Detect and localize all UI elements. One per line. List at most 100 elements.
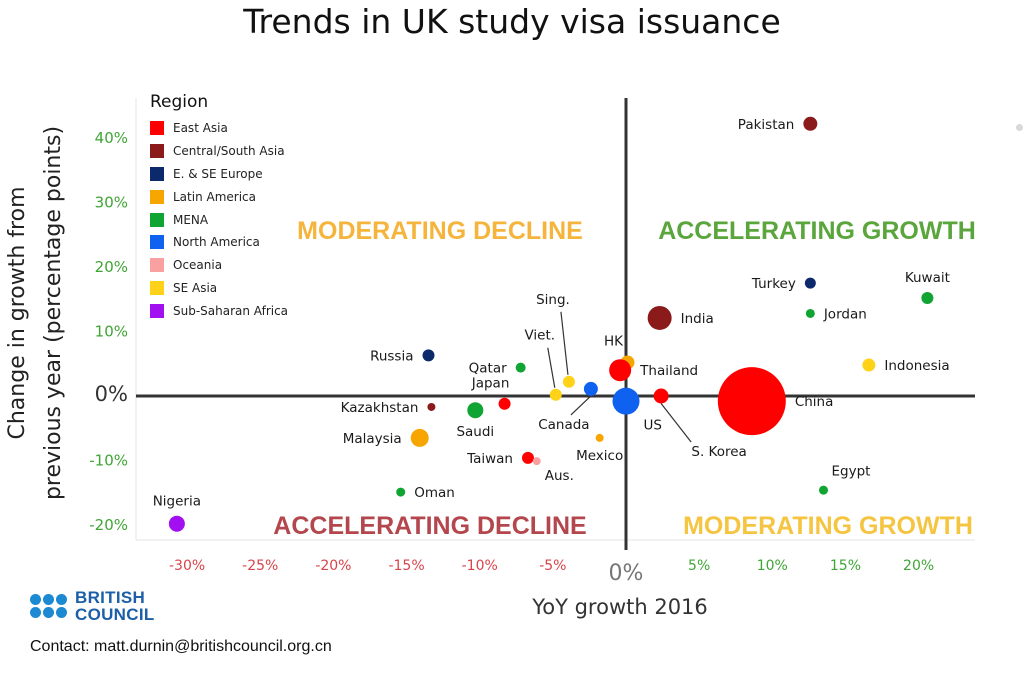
point-qatar xyxy=(515,362,526,373)
y-axis-label-line1: Change in growth from xyxy=(5,186,30,439)
point-kuwait xyxy=(921,291,934,304)
legend-item-e-se-europe: E. & SE Europe xyxy=(150,163,288,186)
point-turkey xyxy=(804,277,816,289)
legend: Region East Asia Central/South Asia E. & S… xyxy=(150,92,288,322)
point-label-oman: Oman xyxy=(414,485,455,501)
quadrant-label: MODERATING GROWTH xyxy=(683,512,973,540)
legend-swatch xyxy=(150,212,164,227)
legend-label: Oceania xyxy=(173,258,223,273)
logo-dots-icon xyxy=(30,594,67,618)
point-malaysia xyxy=(410,428,429,447)
legend-item-latin-america: Latin America xyxy=(150,185,288,208)
y-tick-label: -20% xyxy=(89,516,128,534)
point-label-malaysia: Malaysia xyxy=(343,431,402,447)
x-tick-label: 15% xyxy=(830,558,861,574)
point-label-mexico: Mexico xyxy=(576,448,623,464)
legend-item-east-asia: East Asia xyxy=(150,117,288,140)
quadrant-label: ACCELERATING GROWTH xyxy=(658,217,976,245)
point-label-thailand: Thailand xyxy=(639,363,698,379)
x-tick-label: -15% xyxy=(388,558,424,574)
x-tick-label: 0% xyxy=(609,561,644,586)
point-nigeria xyxy=(168,515,185,532)
x-axis-label: YoY growth 2016 xyxy=(532,595,708,619)
decorative-dot xyxy=(1016,124,1023,131)
legend-swatch xyxy=(150,166,164,181)
point-label-jordan: Jordan xyxy=(823,306,867,322)
point-india xyxy=(647,305,672,330)
legend-item-mena: MENA xyxy=(150,208,288,231)
point-aus xyxy=(532,457,541,466)
x-tick-label: -25% xyxy=(242,558,278,574)
x-tick-label: 5% xyxy=(688,558,710,574)
british-council-logo: BRITISH COUNCIL xyxy=(30,589,155,623)
legend-title: Region xyxy=(150,92,209,112)
y-tick-label: 40% xyxy=(95,129,128,147)
quadrant-label: ACCELERATING DECLINE xyxy=(273,512,586,540)
x-tick-label: 20% xyxy=(903,558,934,574)
y-tick-label: 20% xyxy=(95,258,128,276)
legend-label: Central/South Asia xyxy=(173,144,285,159)
point-mexico xyxy=(595,433,604,442)
point-label-pakistan: Pakistan xyxy=(738,117,795,133)
point-oman xyxy=(396,487,406,497)
legend-item-se-asia: SE Asia xyxy=(150,277,288,300)
legend-label: MENA xyxy=(173,212,209,227)
point-canada xyxy=(583,381,598,396)
point-label-turkey: Turkey xyxy=(751,276,796,292)
legend-swatch xyxy=(150,235,164,250)
legend-swatch xyxy=(150,121,164,136)
x-tick-label: -10% xyxy=(462,558,498,574)
point-label-viet: Viet. xyxy=(524,328,555,344)
legend-swatch xyxy=(150,280,164,295)
point-s-korea xyxy=(653,388,669,404)
point-label-us: US xyxy=(644,418,662,434)
chart-title: Trends in UK study visa issuance xyxy=(243,2,781,41)
legend-item-north-america: North America xyxy=(150,231,288,254)
legend-label: Latin America xyxy=(173,189,256,204)
x-tick-label: -5% xyxy=(539,558,566,574)
point-label-qatar: Qatar xyxy=(469,361,507,377)
point-label-russia: Russia xyxy=(370,348,413,364)
legend-label: SE Asia xyxy=(173,280,218,295)
legend-label: E. & SE Europe xyxy=(173,166,263,181)
legend-swatch xyxy=(150,303,164,318)
legend-item-sub-saharan-africa: Sub-Saharan Africa xyxy=(150,299,288,322)
point-label-china: China xyxy=(795,394,834,410)
logo-line1: BRITISH xyxy=(75,588,146,607)
point-japan xyxy=(498,397,511,410)
legend-item-central-south-asia: Central/South Asia xyxy=(150,140,288,163)
point-label-s-korea: S. Korea xyxy=(691,444,746,460)
legend-swatch xyxy=(150,258,164,273)
point-label-hk: HK xyxy=(604,333,624,349)
y-tick-label: 0% xyxy=(95,382,128,406)
quadrant-label: MODERATING DECLINE xyxy=(297,217,583,245)
point-russia xyxy=(422,349,435,362)
point-label-japan: Japan xyxy=(471,376,510,392)
point-label-indonesia: Indonesia xyxy=(884,358,949,374)
point-pakistan xyxy=(803,116,818,131)
legend-swatch xyxy=(150,144,164,159)
contact-text: Contact: matt.durnin@britishcouncil.org.… xyxy=(30,638,332,655)
point-label-aus: Aus. xyxy=(545,468,574,484)
point-label-taiwan: Taiwan xyxy=(466,451,513,467)
point-label-saudi: Saudi xyxy=(456,424,494,440)
y-tick-label: -10% xyxy=(89,452,128,470)
y-axis-label: Change in growth from previous year (per… xyxy=(5,126,66,500)
legend-swatch xyxy=(150,189,164,204)
point-saudi xyxy=(467,402,484,419)
point-sing xyxy=(562,375,575,388)
point-egypt xyxy=(819,485,829,495)
legend-label: North America xyxy=(173,235,260,250)
x-tick-label: -30% xyxy=(169,558,205,574)
logo-line2: COUNCIL xyxy=(75,605,155,624)
point-indonesia xyxy=(862,358,876,372)
y-tick-label: 10% xyxy=(95,323,128,341)
y-axis-label-line2: previous year (percentage points) xyxy=(41,126,66,500)
point-kazakhstan xyxy=(427,402,436,411)
y-tick-label: 30% xyxy=(95,194,128,212)
point-taiwan xyxy=(521,451,534,464)
point-label-india: India xyxy=(681,311,714,327)
point-label-sing: Sing. xyxy=(536,292,570,308)
point-viet xyxy=(549,388,562,401)
